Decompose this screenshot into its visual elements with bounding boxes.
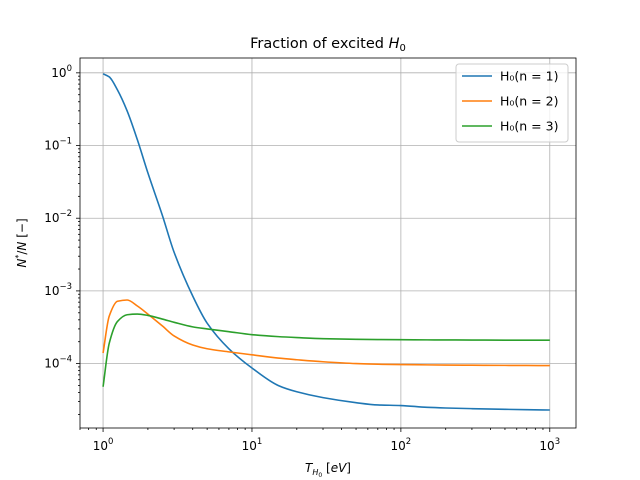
legend-label-3: H₀(n = 3) <box>500 119 558 134</box>
y-axis-label: N*/N [−] <box>14 218 29 267</box>
y-tick-label: 10−2 <box>44 209 72 225</box>
axes-frame <box>79 57 577 429</box>
y-axis: 100 10−1 10−2 10−3 10−4 <box>44 64 80 415</box>
series-line-2 <box>102 299 550 367</box>
series-line-1 <box>102 73 550 411</box>
x-tick-label: 100 <box>93 437 114 453</box>
x-tick-label: 103 <box>539 437 560 453</box>
chart-title: Fraction of excited H0 <box>250 36 406 54</box>
legend: H₀(n = 1) H₀(n = 2) H₀(n = 3) <box>455 63 569 143</box>
y-tick-label: 10−3 <box>44 282 72 298</box>
x-axis-label: TH0 [eV] <box>305 461 351 479</box>
series-layer <box>102 73 550 411</box>
series-line-3 <box>102 313 550 387</box>
x-axis: 100 101 102 103 <box>79 428 560 453</box>
legend-frame <box>455 63 569 143</box>
y-tick-label: 10−1 <box>44 137 72 153</box>
x-tick-label: 102 <box>391 437 412 453</box>
y-tick-label: 10−4 <box>44 355 72 371</box>
grid <box>80 58 576 428</box>
legend-label-2: H₀(n = 2) <box>500 94 558 109</box>
x-tick-label: 101 <box>242 437 263 453</box>
legend-label-1: H₀(n = 1) <box>500 69 558 84</box>
y-tick-label: 100 <box>51 64 72 80</box>
